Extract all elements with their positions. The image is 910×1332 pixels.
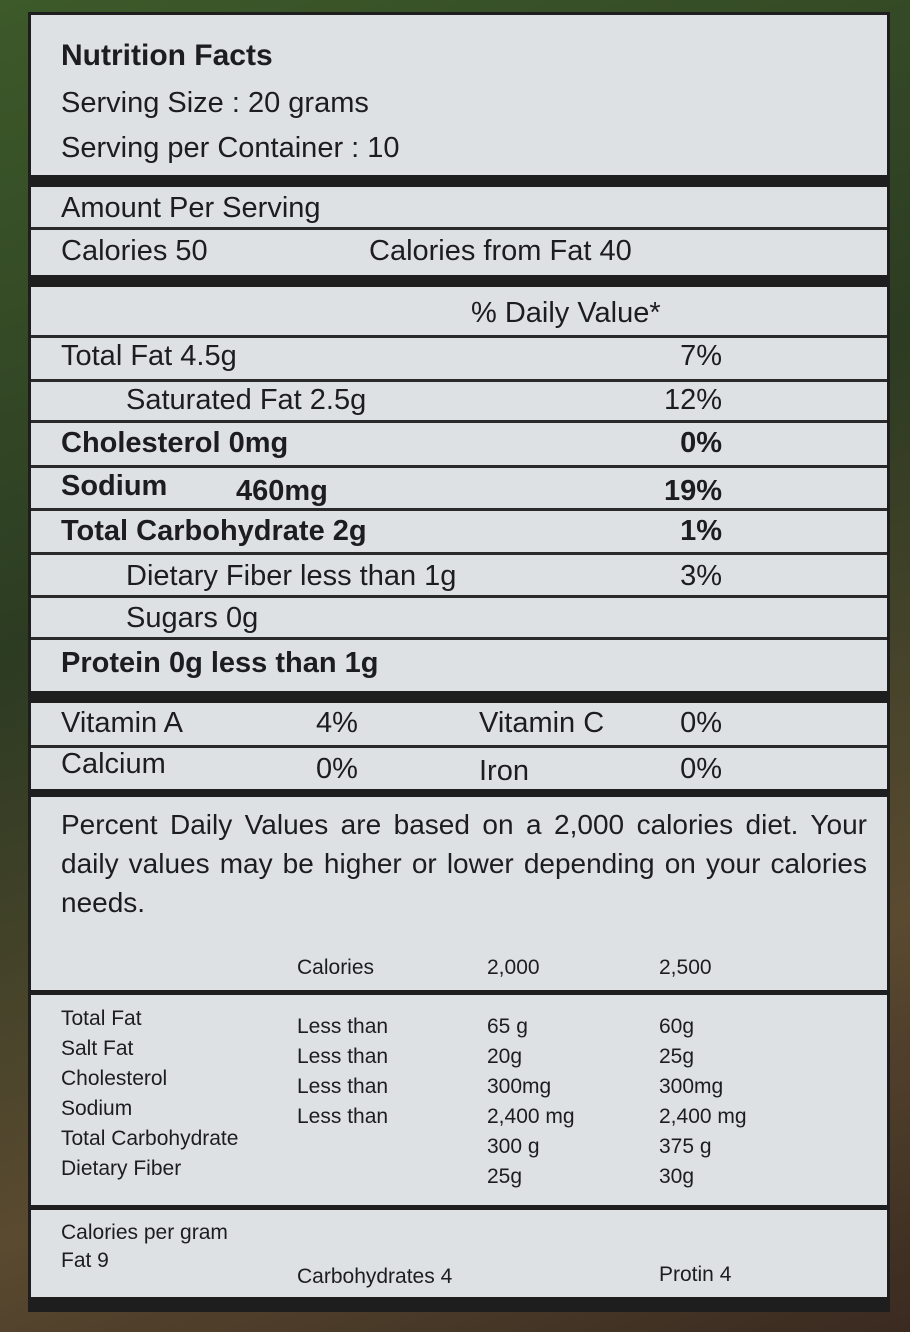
divider [31, 175, 887, 187]
dv-saturated-fat: 12% [663, 384, 722, 416]
divider [31, 275, 887, 287]
calcium: Calcium [61, 748, 166, 780]
ref-cell: 20g [487, 1045, 523, 1068]
amount-per-serving: Amount Per Serving [61, 192, 321, 224]
ref-cell: 2,400 mg [487, 1105, 575, 1128]
nutrient-sugars: Sugars 0g [126, 602, 259, 634]
divider [31, 335, 887, 338]
ref-cell: Sodium [61, 1097, 133, 1120]
ref-cell: Less than [297, 1105, 389, 1128]
divider [31, 552, 887, 555]
ref-cell: 300mg [659, 1075, 724, 1098]
dv-total-carbohydrate: 1% [680, 515, 722, 547]
ref-cell: 60g [659, 1015, 695, 1038]
divider [31, 1205, 887, 1210]
nutrient-protein: Protein 0g less than 1g [61, 647, 379, 679]
vitamin-a-dv: 4% [316, 707, 358, 739]
ref-header-2500: 2,500 [659, 956, 712, 979]
ref-cell: 65 g [487, 1015, 528, 1038]
divider [31, 227, 887, 230]
ref-cell: Total Carbohydrate [61, 1127, 239, 1150]
per-gram-protein: Protin 4 [659, 1263, 732, 1286]
divider [31, 465, 887, 468]
nutrient-dietary-fiber: Dietary Fiber less than 1g [126, 560, 457, 592]
divider [31, 637, 887, 640]
vitamin-c: Vitamin C [479, 707, 605, 739]
divider [31, 691, 887, 703]
ref-cell: Less than [297, 1045, 389, 1068]
iron: Iron [479, 755, 529, 787]
daily-value-header: % Daily Value* [471, 297, 661, 329]
sodium-amount: 460mg [236, 475, 328, 507]
ref-cell: 300mg [487, 1075, 552, 1098]
divider [31, 745, 887, 748]
iron-dv: 0% [680, 753, 722, 785]
nutrient-saturated-fat: Saturated Fat 2.5g [126, 384, 367, 416]
divider [31, 789, 887, 797]
ref-header-calories: Calories [297, 956, 375, 979]
nutrition-label: Nutrition Facts Serving Size : 20 grams … [28, 12, 890, 1312]
ref-cell: 375 g [659, 1135, 712, 1158]
divider [31, 420, 887, 423]
calories-from-fat: Calories from Fat 40 [369, 235, 632, 267]
divider [31, 508, 887, 511]
servings-per-container: Serving per Container : 10 [61, 132, 400, 164]
dv-total-fat: 7% [680, 340, 722, 372]
serving-size: Serving Size : 20 grams [61, 87, 369, 119]
footnote: Percent Daily Values are based on a 2,00… [61, 809, 867, 918]
ref-cell: 25g [487, 1165, 523, 1188]
nutrient-sodium: Sodium [61, 470, 168, 502]
calories-per-gram-label: Calories per gram [61, 1221, 228, 1244]
ref-cell: Less than [297, 1015, 389, 1038]
ref-cell: Salt Fat [61, 1037, 134, 1060]
ref-cell: 30g [659, 1165, 695, 1188]
ref-header-2000: 2,000 [487, 956, 540, 979]
nutrient-cholesterol: Cholesterol 0mg [61, 427, 289, 459]
ref-cell: Dietary Fiber [61, 1157, 182, 1180]
ref-cell: 300 g [487, 1135, 540, 1158]
nutrient-total-carbohydrate: Total Carbohydrate 2g [61, 515, 367, 547]
nutrient-total-fat: Total Fat 4.5g [61, 340, 237, 372]
divider [31, 990, 887, 995]
per-gram-carbohydrates: Carbohydrates 4 [297, 1265, 453, 1288]
ref-cell: Less than [297, 1075, 389, 1098]
label-title: Nutrition Facts [61, 39, 273, 72]
per-gram-fat: Fat 9 [61, 1249, 109, 1272]
divider [31, 379, 887, 382]
vitamin-a: Vitamin A [61, 707, 183, 739]
ref-cell: 2,400 mg [659, 1105, 747, 1128]
ref-cell: Cholesterol [61, 1067, 168, 1090]
dv-dietary-fiber: 3% [680, 560, 722, 592]
vitamin-c-dv: 0% [680, 707, 722, 739]
ref-cell: 25g [659, 1045, 695, 1068]
calories: Calories 50 [61, 235, 208, 267]
ref-cell: Total Fat [61, 1007, 142, 1030]
dv-cholesterol: 0% [680, 427, 722, 459]
divider [31, 1297, 887, 1309]
calcium-dv: 0% [316, 753, 358, 785]
dv-sodium: 19% [663, 475, 722, 507]
divider [31, 595, 887, 598]
